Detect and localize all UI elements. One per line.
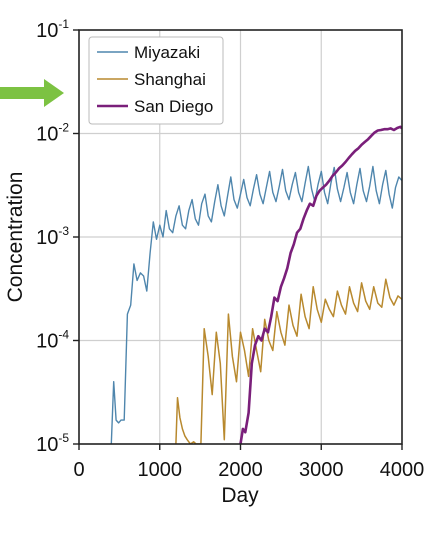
legend: Miyazaki Shanghai San Diego: [88, 36, 224, 125]
y-tick-label: 10-5: [36, 431, 69, 456]
series-line-san-diego: [239, 125, 402, 444]
x-tick-label: 3000: [299, 459, 344, 481]
y-tick-label: 10-1: [36, 17, 69, 42]
x-tick-label: 0: [73, 459, 84, 481]
green-arrow-icon: [0, 79, 64, 107]
series-line-miyazaki: [110, 165, 402, 444]
x-tick-label: 4000: [380, 459, 425, 481]
legend-label: Shanghai: [134, 70, 206, 89]
y-tick-label: 10-2: [36, 121, 69, 146]
y-axis-label: Concentration: [4, 172, 27, 303]
x-axis-label: Day: [221, 484, 259, 507]
series-line-shanghai: [175, 278, 402, 444]
legend-label: Miyazaki: [134, 43, 200, 62]
legend-label: San Diego: [134, 97, 213, 116]
panel-label: a: [227, 0, 239, 3]
series-layer: [110, 125, 402, 444]
tick-layer: 0 1000 2000 3000 4000 10-5 10-4 10-3 10-2 10-1: [36, 17, 424, 481]
x-tick-label: 2000: [218, 459, 263, 481]
legend-box: [88, 36, 224, 125]
x-tick-label: 1000: [138, 459, 183, 481]
grid-layer: [79, 30, 402, 444]
y-tick-label: 10-4: [36, 328, 69, 353]
y-tick-label: 10-3: [36, 224, 69, 249]
annotation-arrow: [0, 79, 64, 107]
